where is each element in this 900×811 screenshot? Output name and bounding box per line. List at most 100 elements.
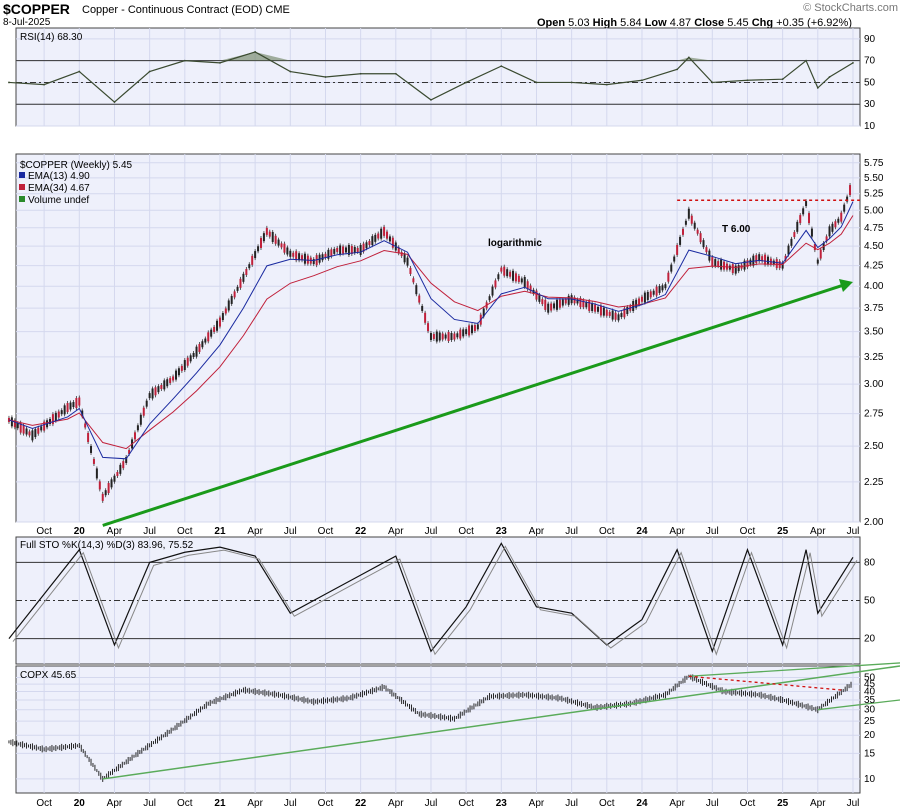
low-value: 4.87 <box>669 17 692 29</box>
price-bar-body <box>594 304 597 312</box>
x-tick-label-price: Apr <box>107 526 123 537</box>
sto-k-line <box>8 542 854 654</box>
price-bar-body <box>506 269 509 277</box>
price-bar-body <box>500 267 503 272</box>
price-bar-body <box>784 255 787 260</box>
chg-label: Chg <box>751 17 774 29</box>
price-bar-body <box>172 376 175 381</box>
price-tick-label: 5.75 <box>864 158 884 169</box>
price-bar-body <box>344 247 347 253</box>
annotation-target: T 6.00 <box>722 224 751 235</box>
price-bar-body <box>386 231 389 239</box>
price-bar-body <box>640 296 643 302</box>
price-bar-body <box>110 479 113 488</box>
price-bar-body <box>418 295 421 303</box>
price-bar-body <box>728 265 731 270</box>
rsi-point <box>359 72 362 75</box>
x-tick-label-copx: Jul <box>143 798 156 809</box>
price-bar-body <box>799 215 802 224</box>
price-bar-body <box>432 334 435 340</box>
price-bar-body <box>834 221 837 228</box>
price-bar-body <box>342 246 345 254</box>
chart-header: $COPPER Copper - Continuous Contract (EO… <box>0 0 900 29</box>
price-bar-body <box>409 267 412 274</box>
price-bar-body <box>837 218 840 223</box>
price-bar-body <box>227 300 230 311</box>
price-bar-body <box>292 252 295 257</box>
price-bar-body <box>424 312 427 323</box>
price-bar-body <box>585 302 588 308</box>
legend-entry: Volume undef <box>28 195 89 206</box>
price-bar-body <box>19 422 22 433</box>
grid-lines <box>16 28 860 793</box>
price-bar-body <box>306 255 309 264</box>
price-bar-body <box>221 313 224 321</box>
x-tick-label-price: 22 <box>355 526 367 537</box>
price-bar-body <box>849 185 852 196</box>
price-bar-body <box>453 333 456 340</box>
price-bar-body <box>684 220 687 225</box>
ema34-line <box>8 215 854 450</box>
price-bar-body <box>503 266 506 276</box>
price-bar-body <box>808 213 811 224</box>
price-bar-body <box>476 324 479 330</box>
price-bar-body <box>236 286 239 291</box>
price-bar-body <box>400 252 403 257</box>
price-bar-body <box>330 249 333 257</box>
price-bar-body <box>828 226 831 237</box>
price-bar-body <box>582 300 585 308</box>
price-bar-body <box>242 273 245 282</box>
price-bar-body <box>303 253 306 264</box>
price-bar-body <box>157 386 160 393</box>
x-tick-label-price: Jul <box>706 526 719 537</box>
rsi-point <box>711 81 714 84</box>
price-bar-body <box>427 323 430 332</box>
price-bar-body <box>397 247 400 254</box>
chg-value: +0.35 (+6.92%) <box>776 17 852 29</box>
price-bar-body <box>28 431 31 436</box>
rsi-tick-label: 10 <box>864 121 876 132</box>
price-bar-body <box>259 237 262 248</box>
price-bar-body <box>687 208 690 219</box>
price-bar-body <box>438 332 441 341</box>
price-bar-body <box>186 357 189 366</box>
ema13-line <box>8 201 854 460</box>
price-bar-body <box>289 250 292 257</box>
x-tick-label-price: Jul <box>425 526 438 537</box>
price-bar-body <box>626 307 629 315</box>
price-bar-body <box>13 420 16 428</box>
price-bar-body <box>758 254 761 262</box>
price-bar-body <box>813 244 816 251</box>
price-bar-body <box>54 412 57 421</box>
price-bar-body <box>63 405 66 415</box>
price-bar-body <box>31 430 34 441</box>
price-bar-body <box>802 208 805 215</box>
price-bar-body <box>198 343 201 352</box>
price-bar-body <box>230 295 233 304</box>
price-tick-label: 2.75 <box>864 409 884 420</box>
price-series: logarithmic T 6.00 <box>7 183 860 527</box>
price-bar-body <box>169 378 172 384</box>
price-bar-body <box>470 325 473 334</box>
x-tick-label-copx: Oct <box>36 798 52 809</box>
price-bar-body <box>825 236 828 242</box>
price-tick-label: 4.50 <box>864 241 884 252</box>
price-bar-body <box>602 307 605 316</box>
price-tick-label: 3.75 <box>864 303 884 314</box>
rsi-point <box>183 59 186 62</box>
x-tick-label-price: Oct <box>740 526 756 537</box>
symbol-title: $COPPER <box>3 1 70 17</box>
price-bar-body <box>632 301 635 312</box>
price-bar-body <box>620 313 623 318</box>
x-tick-label-price: Oct <box>318 526 334 537</box>
x-tick-label-price: Jul <box>143 526 156 537</box>
rsi-point <box>828 76 831 78</box>
x-tick-label-copx: Apr <box>810 798 826 809</box>
x-tick-label-copx: Jul <box>425 798 438 809</box>
rsi-point <box>781 78 784 81</box>
price-bar-body <box>473 325 476 332</box>
price-bar-body <box>87 432 90 442</box>
price-bar-body <box>192 353 195 358</box>
rsi-point <box>254 51 257 53</box>
price-bar-body <box>125 456 128 463</box>
